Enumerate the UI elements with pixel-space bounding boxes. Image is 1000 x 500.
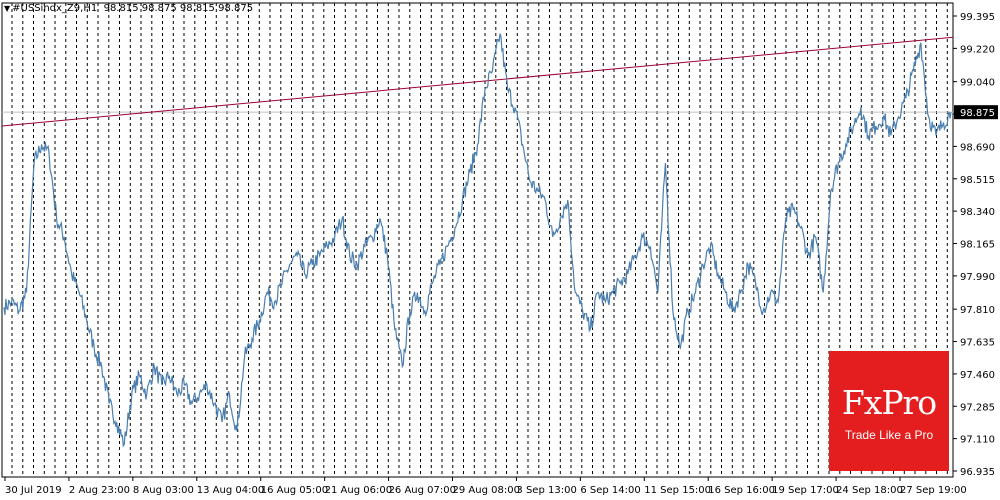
price-series-line (3, 33, 952, 448)
y-tick-label: 99.040 (960, 78, 995, 89)
x-axis: 30 Jul 2019 2 Aug 23:00 8 Aug 03:00 13 Aug … (4, 477, 967, 496)
x-tick-label: 13 Aug 04:00 (197, 485, 264, 496)
plot-area (1, 2, 954, 478)
trendline[interactable] (1, 36, 954, 127)
y-tick-label: 98.165 (960, 240, 995, 251)
x-tick-label: 27 Sep 19:00 (900, 485, 967, 496)
y-tick-label: 96.935 (960, 467, 995, 478)
current-price-tag: 98.875 (954, 105, 998, 120)
x-tick-label: 29 Aug 08:00 (453, 485, 520, 496)
y-axis: 99.39599.22099.04098.86598.69098.51598.3… (953, 12, 995, 478)
x-tick-label: 26 Aug 07:00 (389, 485, 456, 496)
y-tick-label: 99.220 (960, 44, 995, 55)
y-tick-label: 97.635 (960, 338, 995, 349)
y-tick-label: 97.810 (960, 305, 995, 316)
x-tick-label: 3 Sep 13:00 (516, 485, 576, 496)
y-tick-label: 97.285 (960, 402, 995, 413)
x-tick-label: 16 Aug 05:00 (261, 485, 328, 496)
x-tick-label: 16 Sep 16:00 (708, 485, 775, 496)
vertical-grid (11, 3, 948, 477)
x-tick-label: 6 Sep 14:00 (580, 485, 640, 496)
x-tick-label: 21 Aug 06:00 (325, 485, 392, 496)
y-tick-label: 98.340 (960, 207, 995, 218)
x-tick-label: 8 Aug 03:00 (133, 485, 194, 496)
y-tick-label: 97.110 (960, 435, 995, 446)
x-tick-label: 2 Aug 23:00 (69, 485, 130, 496)
symbol-label: #USSindx_Z9,H1 (12, 3, 98, 14)
logo-slogan: Trade Like a Pro (844, 428, 934, 442)
x-tick-label: 24 Sep 18:00 (836, 485, 903, 496)
y-tick-label: 99.395 (960, 12, 995, 23)
price-tag-bg (954, 105, 998, 120)
dropdown-arrow-icon[interactable]: ▼ (4, 4, 11, 13)
y-tick-label: 97.460 (960, 370, 995, 381)
fxpro-logo: FxPro Trade Like a Pro (829, 351, 949, 471)
chart-header: ▼ #USSindx_Z9,H1 98.815 98.875 98.815 98.… (4, 3, 253, 14)
y-tick-label: 98.690 (960, 142, 995, 153)
ohlc-values: 98.815 98.875 98.815 98.875 (103, 3, 254, 14)
x-tick-label: 19 Sep 17:00 (772, 485, 839, 496)
price-tag-label: 98.875 (960, 108, 995, 119)
x-tick-label: 11 Sep 15:00 (644, 485, 711, 496)
y-tick-label: 98.515 (960, 175, 995, 186)
x-tick-label: 30 Jul 2019 (5, 485, 62, 496)
logo-brand: FxPro (841, 383, 937, 422)
y-tick-label: 97.990 (960, 272, 995, 283)
